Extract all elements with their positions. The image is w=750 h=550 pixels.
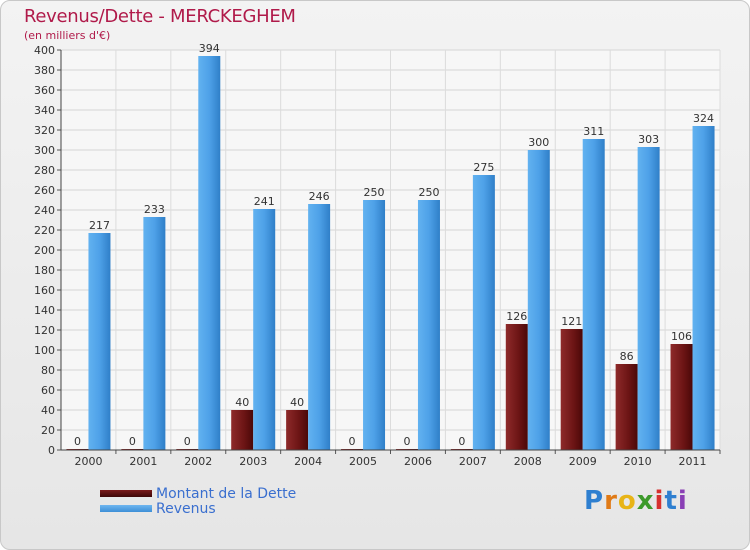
data-label-revenus: 241 bbox=[254, 195, 275, 208]
x-tick-label: 2006 bbox=[404, 455, 432, 468]
bar-dette bbox=[231, 410, 254, 450]
data-label-revenus: 217 bbox=[89, 219, 110, 232]
y-tick-label: 120 bbox=[34, 324, 55, 337]
legend-label-dette: Montant de la Dette bbox=[156, 485, 297, 502]
data-label-dette: 0 bbox=[129, 435, 136, 448]
bar-revenus bbox=[253, 209, 276, 450]
logo-letter: x bbox=[636, 486, 655, 516]
legend-item-dette: Montant de la Dette bbox=[100, 485, 297, 502]
data-label-dette: 0 bbox=[349, 435, 356, 448]
proxiti-logo: Proxiti bbox=[584, 486, 688, 516]
data-label-dette: 106 bbox=[671, 330, 692, 343]
y-tick-label: 220 bbox=[34, 224, 55, 237]
y-tick-label: 40 bbox=[41, 404, 55, 417]
bar-revenus bbox=[637, 147, 660, 450]
data-label-dette: 0 bbox=[458, 435, 465, 448]
y-tick-label: 0 bbox=[48, 444, 55, 457]
chart-title: Revenus/Dette - MERCKEGHEM bbox=[24, 6, 296, 27]
x-tick-label: 2007 bbox=[459, 455, 487, 468]
y-tick-label: 80 bbox=[41, 364, 55, 377]
data-label-revenus: 250 bbox=[418, 186, 439, 199]
y-tick-label: 200 bbox=[34, 244, 55, 257]
data-label-revenus: 394 bbox=[199, 42, 220, 55]
bar-revenus bbox=[363, 200, 386, 450]
x-tick-label: 2003 bbox=[239, 455, 267, 468]
y-tick-label: 300 bbox=[34, 144, 55, 157]
legend-swatch-dette bbox=[100, 490, 152, 497]
logo-letter: i bbox=[654, 486, 665, 516]
bar-dette bbox=[505, 324, 528, 450]
data-label-dette: 86 bbox=[620, 350, 634, 363]
logo-letter: t bbox=[664, 486, 678, 516]
data-label-dette: 126 bbox=[506, 310, 527, 323]
bar-revenus bbox=[527, 150, 550, 450]
x-tick-label: 2002 bbox=[184, 455, 212, 468]
bars-layer bbox=[66, 56, 715, 450]
x-tick-label: 2001 bbox=[129, 455, 157, 468]
y-tick-label: 260 bbox=[34, 184, 55, 197]
bar-revenus bbox=[143, 217, 166, 450]
x-tick-label: 2009 bbox=[569, 455, 597, 468]
labels-layer: 0 217 0 233 0 394 40 241 40 246 0 250 0 250 0 275 126 300… bbox=[74, 42, 714, 448]
data-label-dette: 40 bbox=[290, 396, 304, 409]
bar-revenus bbox=[88, 233, 111, 450]
y-tick-label: 380 bbox=[34, 64, 55, 77]
legend-swatch-revenus bbox=[100, 505, 152, 512]
x-tick-label: 2000 bbox=[74, 455, 102, 468]
y-tick-label: 20 bbox=[41, 424, 55, 437]
logo-letter: r bbox=[604, 486, 618, 516]
y-tick-label: 160 bbox=[34, 284, 55, 297]
grid-layer bbox=[60, 49, 721, 451]
bar-dette bbox=[560, 329, 583, 450]
bar-dette bbox=[615, 364, 638, 450]
axis-layer: 0 20 40 60 80 100 120 140 160 180 200 220 240 260 280 3… bbox=[34, 44, 721, 468]
legend-item-revenus: Revenus bbox=[100, 500, 296, 517]
data-label-revenus: 250 bbox=[364, 186, 385, 199]
y-tick-label: 100 bbox=[34, 344, 55, 357]
y-tick-label: 240 bbox=[34, 204, 55, 217]
logo-letter: i bbox=[677, 486, 688, 516]
data-label-revenus: 233 bbox=[144, 203, 165, 216]
x-tick-label: 2011 bbox=[679, 455, 707, 468]
x-tick-label: 2008 bbox=[514, 455, 542, 468]
logo-letter: o bbox=[617, 486, 637, 516]
bar-revenus bbox=[417, 200, 440, 450]
logo-letter: P bbox=[584, 486, 605, 516]
bar-revenus bbox=[472, 175, 495, 450]
bar-revenus bbox=[198, 56, 221, 450]
data-label-revenus: 303 bbox=[638, 133, 659, 146]
bar-dette bbox=[286, 410, 309, 450]
y-tick-label: 280 bbox=[34, 164, 55, 177]
y-tick-label: 340 bbox=[34, 104, 55, 117]
data-label-revenus: 311 bbox=[583, 125, 604, 138]
legend: Montant de la Dette Revenus bbox=[100, 485, 297, 517]
data-label-revenus: 300 bbox=[528, 136, 549, 149]
y-tick-label: 320 bbox=[34, 124, 55, 137]
data-label-dette: 0 bbox=[403, 435, 410, 448]
bar-revenus bbox=[692, 126, 715, 450]
data-label-revenus: 246 bbox=[309, 190, 330, 203]
data-label-dette: 0 bbox=[184, 435, 191, 448]
bar-revenus bbox=[308, 204, 331, 450]
data-label-dette: 0 bbox=[74, 435, 81, 448]
data-label-revenus: 324 bbox=[693, 112, 714, 125]
data-label-dette: 121 bbox=[561, 315, 582, 328]
y-tick-label: 140 bbox=[34, 304, 55, 317]
data-label-dette: 40 bbox=[235, 396, 249, 409]
y-tick-label: 60 bbox=[41, 384, 55, 397]
data-label-revenus: 275 bbox=[473, 161, 494, 174]
y-tick-label: 400 bbox=[34, 44, 55, 57]
legend-label-revenus: Revenus bbox=[156, 500, 216, 517]
x-tick-label: 2005 bbox=[349, 455, 377, 468]
bar-dette bbox=[670, 344, 693, 450]
y-tick-label: 360 bbox=[34, 84, 55, 97]
y-tick-label: 180 bbox=[34, 264, 55, 277]
bar-revenus bbox=[582, 139, 605, 450]
x-tick-label: 2004 bbox=[294, 455, 322, 468]
x-tick-label: 2010 bbox=[624, 455, 652, 468]
chart-subtitle: (en milliers d'€) bbox=[24, 29, 111, 42]
